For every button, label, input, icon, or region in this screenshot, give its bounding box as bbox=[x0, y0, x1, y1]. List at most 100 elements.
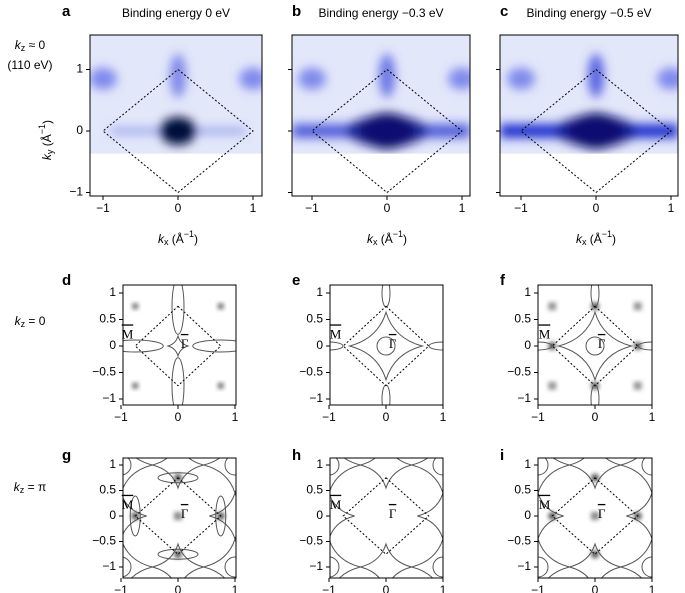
edge-surface bbox=[569, 542, 621, 578]
x-tick-label: 0 bbox=[592, 410, 599, 424]
corner-circle bbox=[123, 556, 132, 578]
edge-surface bbox=[417, 491, 443, 541]
gamma-point-label: Γ bbox=[598, 336, 606, 351]
m-point-label: M bbox=[122, 497, 134, 512]
edge-pocket bbox=[381, 384, 391, 405]
y-tick-label: 0.5 bbox=[514, 312, 531, 326]
fermi-pocket bbox=[215, 495, 227, 537]
brillouin-zone bbox=[520, 68, 672, 194]
panel: M Γ −1 0 1 1 0.5 0 −0.5 −1 d bbox=[62, 272, 239, 424]
intensity bbox=[292, 53, 470, 149]
x-axis-label: kx (Å−1) bbox=[367, 229, 407, 247]
x-tick-label: −1 bbox=[322, 583, 336, 593]
corner-pocket bbox=[548, 381, 557, 390]
x-tick-label: 1 bbox=[232, 410, 239, 424]
edge-pocket bbox=[428, 341, 443, 351]
superscript: −1 bbox=[37, 124, 47, 134]
label-text: (Å bbox=[586, 231, 601, 246]
x-tick-label: 1 bbox=[250, 201, 257, 215]
y-tick-label: −1 bbox=[102, 559, 116, 573]
m-point-label: M bbox=[539, 497, 551, 512]
y-tick-label: −0.5 bbox=[92, 534, 116, 548]
panel: M Γ −1 0 1 1 0.5 0 −0.5 −1 h bbox=[292, 447, 447, 593]
edge-surface bbox=[123, 496, 147, 536]
panel-content bbox=[538, 285, 652, 405]
x-tick-label: 0 bbox=[592, 583, 599, 593]
fermi-surface bbox=[347, 310, 425, 382]
symbol: k bbox=[40, 153, 54, 160]
edge-surface bbox=[569, 458, 621, 490]
panel: −1 0 1 b Binding energy −0.3 eV bbox=[288, 3, 471, 215]
spot bbox=[239, 67, 262, 90]
x-tick-label: −1 bbox=[322, 410, 336, 424]
edge-surface bbox=[626, 491, 652, 541]
fermi-surface bbox=[166, 334, 190, 358]
brillouin-zone bbox=[551, 305, 639, 387]
label-text: (Å bbox=[377, 231, 392, 246]
y-tick-label: 0 bbox=[76, 123, 83, 137]
center-spot bbox=[347, 115, 427, 147]
panel-letter: e bbox=[292, 272, 300, 289]
m-point-label: M bbox=[122, 326, 134, 341]
m-point-label: M bbox=[539, 326, 551, 341]
panel-letter: f bbox=[500, 272, 506, 289]
label-text: (Å bbox=[168, 231, 183, 246]
y-axis-label: ky (Å−1) bbox=[37, 120, 55, 160]
gamma-pocket bbox=[585, 336, 605, 356]
y-tick-label: 0.5 bbox=[99, 483, 116, 497]
plot-frame bbox=[89, 34, 263, 197]
label-text: ) bbox=[403, 232, 407, 246]
y-tick-label: 1 bbox=[109, 285, 116, 299]
gamma-point-label: Γ bbox=[181, 506, 189, 521]
x-tick-label: −1 bbox=[531, 583, 545, 593]
brillouin-zone bbox=[311, 68, 463, 194]
panel-title: Binding energy −0.5 eV bbox=[526, 6, 651, 20]
spot bbox=[379, 53, 395, 98]
panel-title: Binding energy −0.3 eV bbox=[318, 6, 443, 20]
corner-pocket bbox=[217, 303, 224, 310]
panel-content bbox=[538, 458, 652, 578]
y-tick-label: −1 bbox=[517, 391, 531, 405]
center-pocket bbox=[174, 512, 182, 520]
corner-circle bbox=[538, 556, 549, 578]
x-tick-label: 0 bbox=[175, 201, 182, 215]
corner-pocket bbox=[548, 302, 557, 311]
x-tick-label: 0 bbox=[383, 410, 390, 424]
corner-circle bbox=[432, 556, 443, 578]
panel-letter: h bbox=[292, 447, 301, 464]
x-tick-label: 1 bbox=[649, 410, 656, 424]
corner-circle bbox=[330, 458, 340, 476]
superscript: −1 bbox=[393, 229, 403, 239]
spot bbox=[657, 67, 678, 90]
fermi-pocket bbox=[157, 548, 199, 560]
x-tick-label: 0 bbox=[384, 201, 391, 215]
row-note: (110 eV) bbox=[7, 58, 52, 72]
fermi-pocket bbox=[157, 472, 199, 484]
corner-circle bbox=[224, 458, 236, 476]
superscript: −1 bbox=[602, 229, 612, 239]
y-tick-label: −1 bbox=[309, 559, 323, 573]
panel-content bbox=[90, 35, 262, 196]
gamma-point-label: Γ bbox=[389, 506, 397, 521]
panel-letter: i bbox=[500, 447, 504, 464]
edge-surface bbox=[209, 491, 236, 541]
plot-frame bbox=[499, 34, 679, 197]
row-label: kz = π bbox=[14, 480, 46, 495]
label-text: = π bbox=[24, 480, 46, 494]
gamma-pocket bbox=[376, 336, 396, 356]
label-text: ) bbox=[194, 232, 198, 246]
gamma-point-label: Γ bbox=[598, 506, 606, 521]
y-tick-label: −0.5 bbox=[92, 365, 116, 379]
gamma-point-label: Γ bbox=[389, 336, 397, 351]
panel: −1 0 1 1 0 −1 a Binding energy 0 eV bbox=[62, 3, 263, 215]
corner-surface bbox=[538, 537, 570, 578]
symbol: k bbox=[15, 38, 22, 52]
panel: M Γ −1 0 1 1 0.5 0 −0.5 −1 f bbox=[500, 272, 656, 424]
hot-spot bbox=[591, 550, 599, 559]
subscript: x bbox=[582, 237, 587, 247]
edge-surface bbox=[330, 494, 355, 538]
x-tick-label: −1 bbox=[114, 583, 128, 593]
corner-surface bbox=[123, 542, 153, 578]
panel-letter: a bbox=[62, 3, 71, 20]
